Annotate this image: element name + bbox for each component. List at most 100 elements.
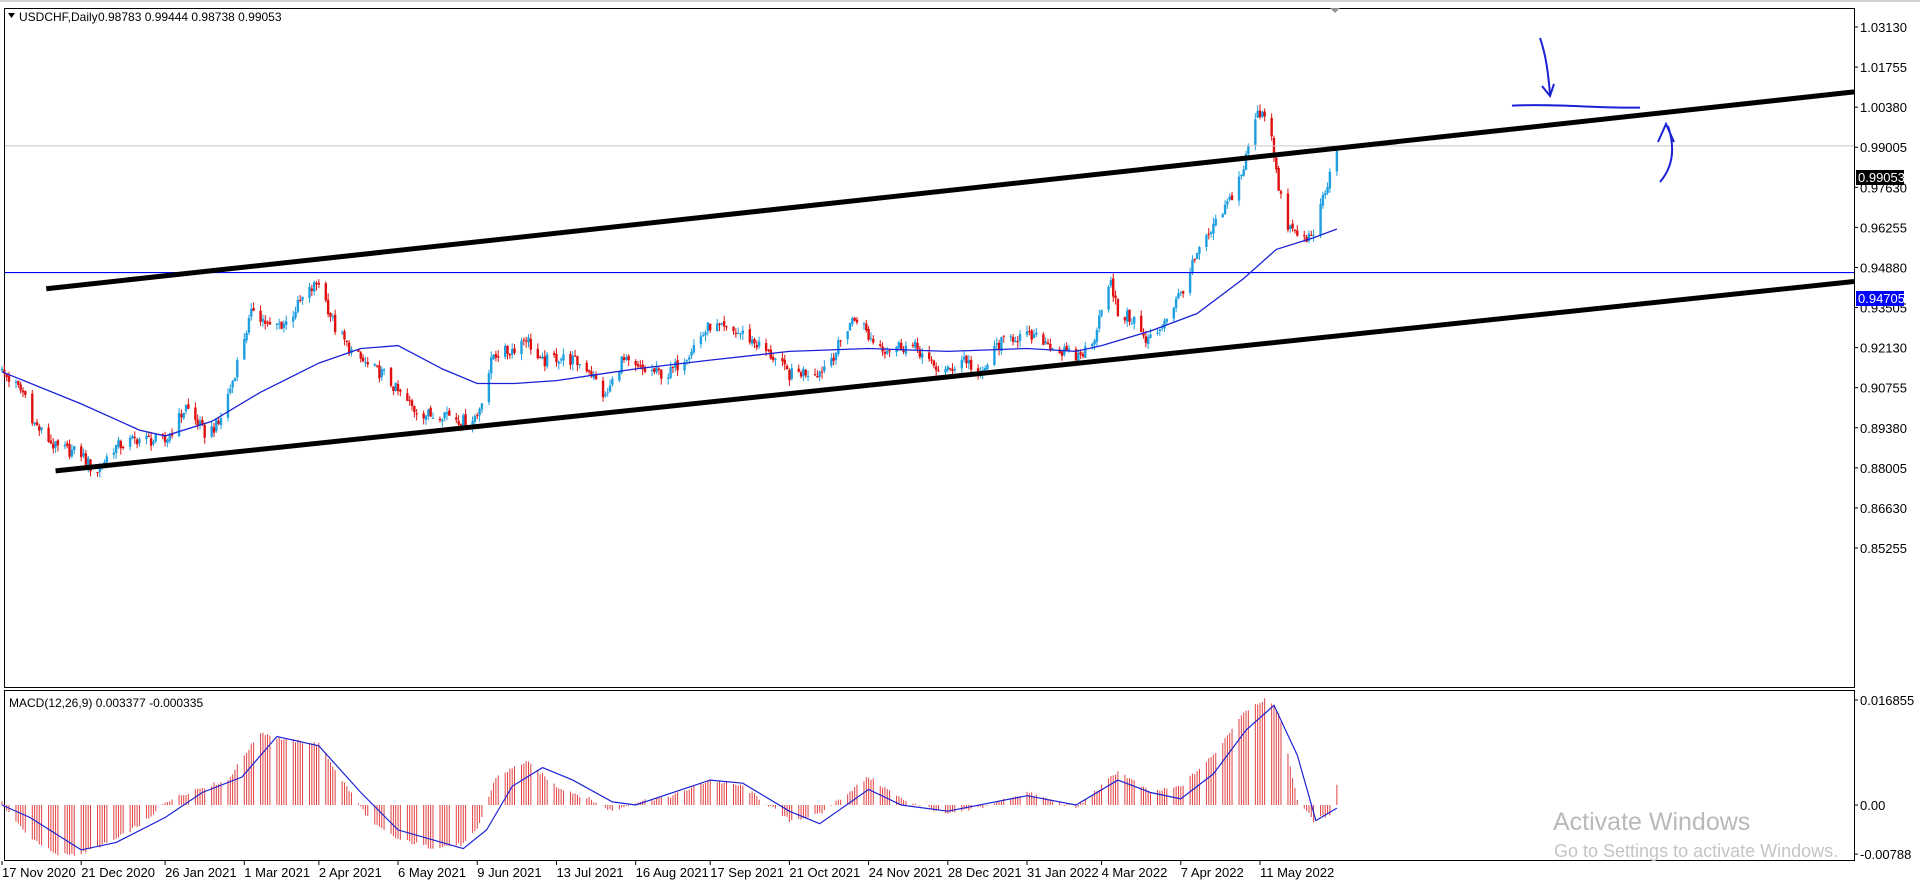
price-candle (1107, 285, 1110, 313)
price-candle (771, 352, 775, 363)
candle-body (33, 423, 36, 425)
candle-body (513, 348, 516, 353)
price-candle (869, 332, 873, 342)
price-axis-tick-label: 0.92130 (1860, 341, 1907, 356)
price-candle (969, 355, 973, 374)
price-candle (783, 354, 786, 371)
time-axis-label: 7 Apr 2022 (1181, 865, 1244, 880)
upper-channel-trendline[interactable] (45, 89, 1855, 292)
candle-body (1226, 201, 1229, 205)
candle-body (487, 373, 491, 403)
price-candle (441, 418, 444, 427)
price-candle (653, 367, 656, 375)
candle-body (748, 329, 752, 343)
price-candle (879, 340, 882, 348)
price-candle (378, 360, 381, 383)
macd-pane[interactable] (4, 690, 1855, 861)
candle-body (932, 360, 936, 366)
candle-body (888, 350, 891, 352)
candle-body (133, 436, 136, 438)
candle-body (734, 332, 738, 335)
candle-body (264, 320, 267, 324)
candle-body (1095, 329, 1099, 342)
candle-body (476, 415, 479, 417)
candle-body (1146, 336, 1150, 345)
candle-body (347, 342, 351, 354)
price-candle (1177, 288, 1180, 300)
candle-body (536, 348, 540, 359)
price-candle (720, 322, 724, 327)
candle-body (73, 446, 76, 450)
candle-body (671, 366, 675, 368)
candle-body (1100, 310, 1103, 316)
candle-body (1042, 334, 1045, 345)
candle-body (771, 356, 775, 361)
price-candle (17, 380, 20, 388)
price-candle (900, 338, 903, 351)
price-candle (934, 362, 938, 376)
price-candle (229, 384, 232, 395)
price-candle (804, 369, 807, 378)
candle-body (1112, 278, 1115, 297)
price-candle (799, 370, 803, 379)
price-candle (292, 310, 295, 328)
candle-body (529, 338, 533, 350)
price-candle (1093, 338, 1096, 351)
candle-body (1244, 154, 1248, 170)
price-candle (497, 350, 500, 363)
price-candle (471, 416, 474, 433)
candle-body (818, 371, 821, 377)
price-candle (1091, 342, 1094, 350)
resistance-top-marker (1511, 104, 1641, 109)
candle-body (764, 343, 768, 351)
candle-body (1205, 235, 1208, 247)
price-candle (406, 388, 409, 402)
price-candle (301, 296, 304, 305)
candle-body (490, 357, 493, 374)
symbol-dropdown-icon[interactable] (8, 13, 15, 18)
candle-body (119, 441, 123, 449)
candle-body (52, 443, 55, 449)
price-candle (180, 409, 183, 424)
candle-body (1223, 204, 1227, 215)
lower-channel-trendline[interactable] (55, 278, 1855, 474)
candle-body (494, 354, 498, 358)
price-candle (329, 312, 332, 322)
candle-body (471, 421, 474, 427)
candle-body (883, 352, 887, 355)
candle-body (1058, 349, 1061, 353)
candle-body (1091, 343, 1094, 347)
price-candle (294, 306, 297, 320)
price-candle (49, 434, 53, 445)
price-candle (268, 317, 272, 325)
candle-body (1160, 327, 1164, 329)
candle-body (445, 412, 449, 415)
candle-body (455, 417, 458, 420)
candle-body (510, 349, 514, 355)
candle-body (1011, 336, 1015, 342)
candle-body (340, 332, 344, 334)
price-candle (914, 338, 917, 351)
price-candle (837, 337, 840, 357)
time-axis-label: 13 Jul 2021 (556, 865, 623, 880)
candle-body (1296, 230, 1299, 236)
candle-body (1014, 340, 1017, 343)
price-candle (888, 349, 891, 357)
price-candle (154, 433, 157, 444)
candle-body (1258, 110, 1262, 118)
candle-body (552, 352, 556, 355)
candle-body (259, 310, 262, 322)
price-candle (718, 322, 721, 332)
candle-body (781, 358, 784, 362)
time-axis-label: 31 Jan 2022 (1027, 865, 1099, 880)
price-candle (324, 281, 328, 303)
price-candle (1028, 325, 1031, 336)
candle-body (1060, 351, 1064, 356)
candle-body (627, 355, 630, 361)
price-candle (911, 342, 915, 348)
candle-body (725, 326, 728, 328)
candle-body (182, 412, 185, 418)
candle-body (1293, 229, 1297, 231)
price-candle (431, 412, 435, 419)
